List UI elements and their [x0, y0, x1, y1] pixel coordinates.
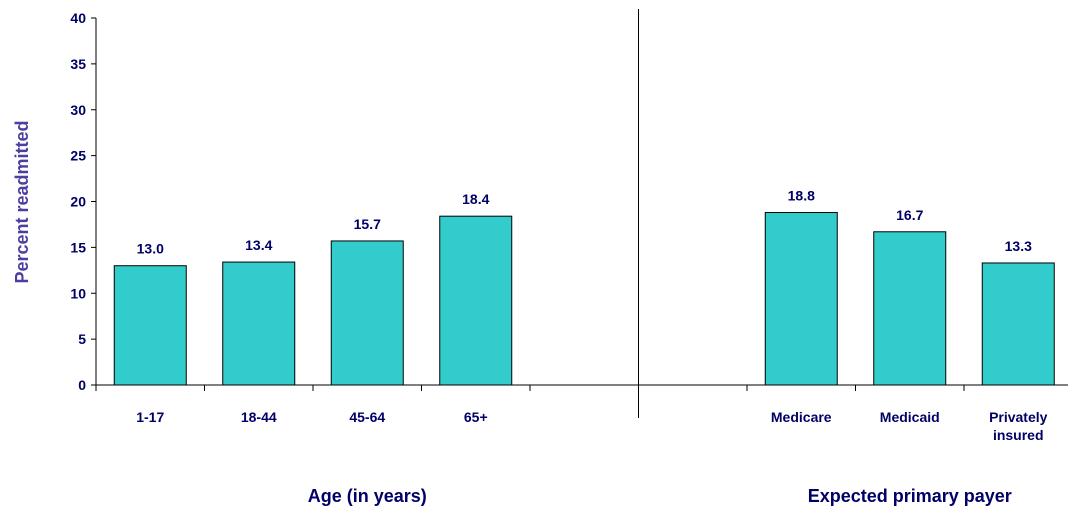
- x-tick-label: 18-44: [241, 409, 277, 425]
- y-tick-label: 5: [78, 331, 86, 347]
- labels-layer: 0 5 10 15 20 25 30 35 40 13.0 1-17 13.4 18-44 15.7 45-…: [70, 10, 1048, 506]
- bar: [330, 240, 404, 386]
- data-label: 16.7: [896, 207, 923, 223]
- y-tick-label: 25: [70, 148, 86, 164]
- data-label: 13.3: [1005, 238, 1032, 254]
- x-tick-label: Medicaid: [880, 409, 940, 425]
- bar: [873, 231, 947, 386]
- data-label: 18.8: [788, 188, 815, 204]
- y-tick-label: 15: [70, 239, 86, 255]
- x-tick-label: Privately: [989, 409, 1048, 425]
- y-tick-label: 10: [70, 285, 86, 301]
- x-tick-label: 65+: [464, 409, 488, 425]
- y-axis-title: Percent readmitted: [12, 120, 32, 283]
- y-tick-label: 30: [70, 102, 86, 118]
- group-title: Expected primary payer: [808, 486, 1012, 506]
- data-label: 13.4: [245, 237, 272, 253]
- bar: [222, 261, 296, 386]
- y-tick-label: 20: [70, 194, 86, 210]
- group-title: Age (in years): [308, 486, 427, 506]
- x-tick-label: Medicare: [771, 409, 832, 425]
- x-tick-label: 1-17: [136, 409, 164, 425]
- x-tick-label: 45-64: [349, 409, 385, 425]
- x-tick-label: insured: [993, 427, 1044, 443]
- bar: [113, 265, 187, 386]
- y-tick-label: 35: [70, 56, 86, 72]
- data-label: 13.0: [137, 241, 164, 257]
- bars-layer: [113, 212, 1055, 386]
- bar: [439, 215, 513, 386]
- y-tick-label: 40: [70, 10, 86, 26]
- y-tick-label: 0: [78, 377, 86, 393]
- data-label: 18.4: [462, 191, 489, 207]
- data-label: 15.7: [354, 216, 381, 232]
- bar: [981, 262, 1055, 386]
- axes: [91, 9, 1068, 418]
- bar: [764, 212, 838, 386]
